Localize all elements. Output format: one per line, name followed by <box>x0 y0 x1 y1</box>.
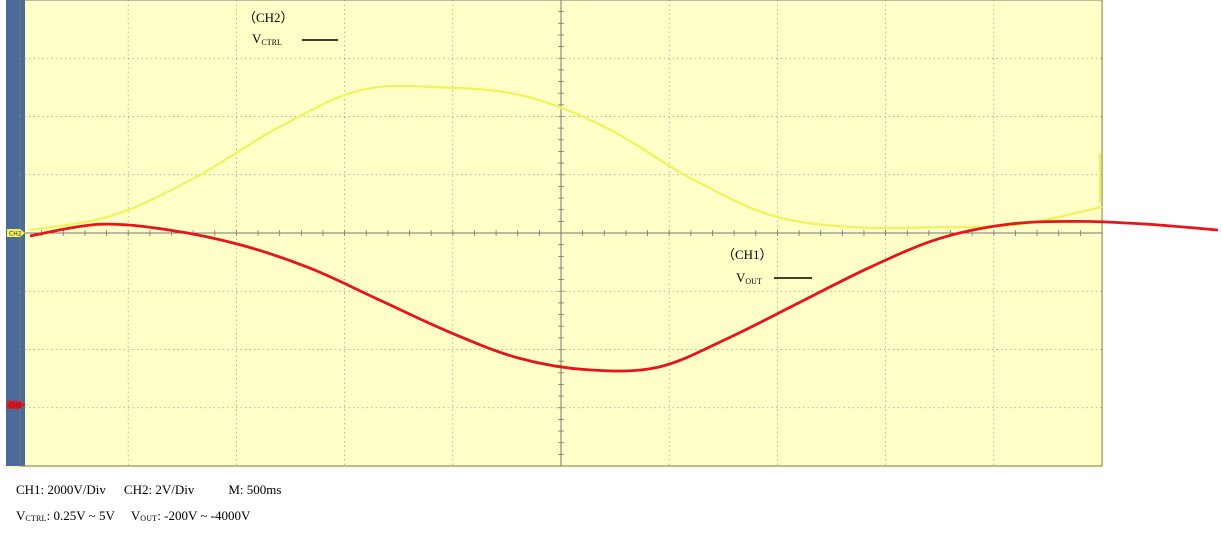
ch2-marker <box>7 229 25 237</box>
ch1-annotation-name: （CH1） <box>722 247 773 262</box>
ch1-marker-label: CH1 <box>9 402 22 409</box>
timebase: M: 500ms <box>228 482 282 497</box>
screen-background <box>6 0 1104 468</box>
ch2-marker-label: CH2 <box>9 231 22 238</box>
ch1-annotation-label: VOUT <box>736 270 762 286</box>
ch2-vctrl-trace <box>29 84 1103 232</box>
ch1-scale: CH1: 2000V/Div <box>16 482 106 497</box>
ch2-annotation-label: VCTRL <box>252 31 282 47</box>
ch1-vout-trace <box>29 219 1219 373</box>
ch1-marker <box>7 400 25 409</box>
settings-caption-line1: CH1: 2000V/Div CH2: 2V/Div M: 500ms <box>16 482 281 498</box>
oscilloscope-screen: CH2 CH1 （CH2） VCTRL （CH1） VOUT <box>6 0 1219 468</box>
vctrl-range: VCTRL: 0.25V ~ 5V <box>16 508 115 523</box>
ch2-scale: CH2: 2V/Div <box>123 482 195 497</box>
settings-caption-line2: VCTRL: 0.25V ~ 5V VOUT: -200V ~ -4000V <box>16 508 250 524</box>
vout-range: VOUT: -200V ~ -4000V <box>130 508 251 523</box>
ch2-annotation-name: （CH2） <box>243 10 294 25</box>
